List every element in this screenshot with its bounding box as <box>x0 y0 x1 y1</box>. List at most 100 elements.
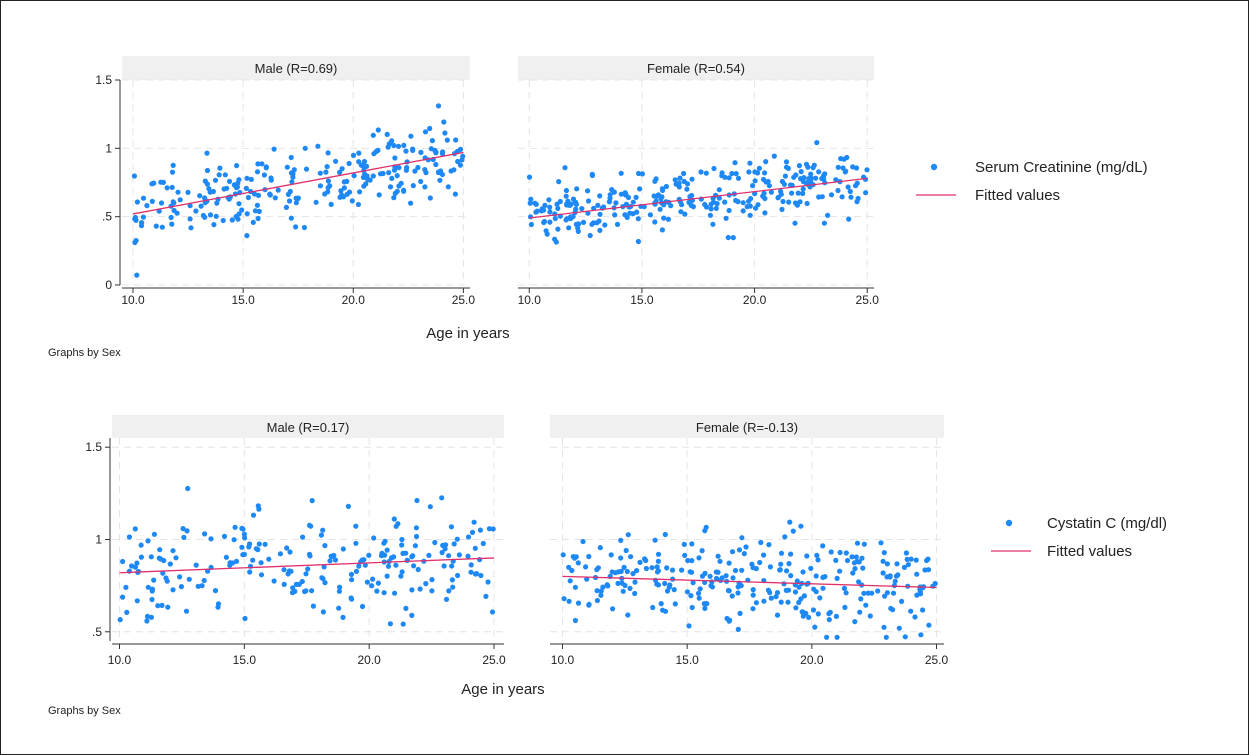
scatter-point <box>820 543 826 549</box>
scatter-point <box>600 584 606 590</box>
scatter-point <box>726 175 732 181</box>
scatter-point <box>757 559 763 566</box>
x-tick-label: 25.0 <box>452 293 476 307</box>
scatter-point <box>903 550 910 556</box>
scatter-point <box>786 199 792 205</box>
scatter-point <box>586 553 592 560</box>
scatter-point <box>323 169 329 175</box>
scatter-point <box>169 169 176 175</box>
scatter-point <box>124 609 130 616</box>
scatter-point <box>144 203 150 209</box>
scatter-point <box>376 192 382 198</box>
legend: Cystatin C (mg/dl) Fitted values <box>991 515 1167 560</box>
scatter-point <box>480 540 486 547</box>
scatter-point <box>597 211 603 217</box>
scatter-point <box>543 228 549 234</box>
scatter-point <box>445 184 451 190</box>
scatter-point <box>783 587 789 594</box>
scatter-point <box>659 227 666 233</box>
scatter-point <box>254 202 260 208</box>
scatter-point <box>618 170 624 176</box>
scatter-point <box>244 175 250 181</box>
scatter-point <box>804 553 810 559</box>
scatter-point <box>157 547 163 553</box>
scatter-point <box>677 175 683 181</box>
scatter-point <box>351 173 357 179</box>
scatter-point <box>389 138 395 144</box>
scatter-point <box>913 557 919 563</box>
scatter-point <box>792 589 799 595</box>
scatter-point <box>341 179 347 185</box>
scatter-point <box>762 210 768 216</box>
scatter-point <box>375 127 381 133</box>
scatter-point <box>229 560 236 566</box>
scatter-point <box>860 565 866 571</box>
chart-panel: Female (R=-0.13) 10.0 15.0 20.0 25.0 <box>550 415 949 667</box>
scatter-point <box>585 198 592 204</box>
scatter-point <box>756 165 763 171</box>
scatter-point <box>350 152 357 158</box>
scatter-point <box>478 572 484 579</box>
scatter-point <box>778 599 784 605</box>
scatter-point <box>322 543 328 549</box>
scatter-point <box>532 200 538 206</box>
scatter-point <box>859 555 865 561</box>
legend-point-swatch <box>1005 519 1013 527</box>
scatter-point <box>552 215 558 222</box>
x-tick-label: 15.0 <box>630 293 654 307</box>
scatter-point <box>236 201 242 207</box>
scatter-point <box>477 557 483 563</box>
scatter-point <box>743 544 749 550</box>
scatter-point <box>703 524 709 530</box>
scatter-point <box>595 202 601 208</box>
scatter-point <box>739 567 745 573</box>
scatter-point <box>583 564 589 570</box>
scatter-point <box>779 206 785 212</box>
scatter-point <box>313 199 319 205</box>
scatter-point <box>213 213 219 219</box>
scatter-point <box>914 592 920 598</box>
scatter-point <box>725 234 731 241</box>
scatter-point <box>255 192 262 198</box>
scatter-point <box>363 163 370 169</box>
scatter-point <box>344 191 350 197</box>
scatter-point <box>418 178 424 185</box>
scatter-point <box>175 189 181 195</box>
scatter-point <box>689 541 695 547</box>
scatter-point <box>630 199 636 205</box>
scatter-point <box>369 583 375 589</box>
scatter-point <box>820 585 826 591</box>
scatter-point <box>223 554 229 560</box>
scatter-point <box>896 625 902 631</box>
scatter-point <box>857 609 863 615</box>
scatter-point <box>398 573 404 579</box>
panel-title: Female (R=0.54) <box>647 61 745 76</box>
scatter-point <box>306 551 313 558</box>
scatter-point <box>158 200 165 206</box>
scatter-point <box>374 588 380 594</box>
scatter-point <box>382 538 388 544</box>
scatter-point <box>244 233 250 239</box>
scatter-point <box>789 190 795 196</box>
scatter-point <box>908 608 914 614</box>
scatter-point <box>618 568 624 575</box>
y-tick-label: 1 <box>95 533 102 547</box>
scatter-point <box>413 533 420 540</box>
scatter-point <box>587 232 593 239</box>
scatter-point <box>761 598 767 604</box>
scatter-point <box>382 552 388 558</box>
scatter-point <box>883 634 889 640</box>
scatter-point <box>778 188 784 194</box>
scatter-point <box>412 543 418 549</box>
scatter-point <box>654 581 660 587</box>
scatter-point <box>735 590 741 596</box>
scatter-point <box>370 576 376 582</box>
scatter-point <box>762 195 768 202</box>
scatter-point <box>439 495 445 501</box>
scatter-point <box>398 180 404 186</box>
panel-strip <box>550 415 944 438</box>
scatter-point <box>732 567 739 574</box>
scatter-point <box>555 226 561 232</box>
scatter-point <box>838 156 844 162</box>
scatter-point <box>767 589 773 596</box>
